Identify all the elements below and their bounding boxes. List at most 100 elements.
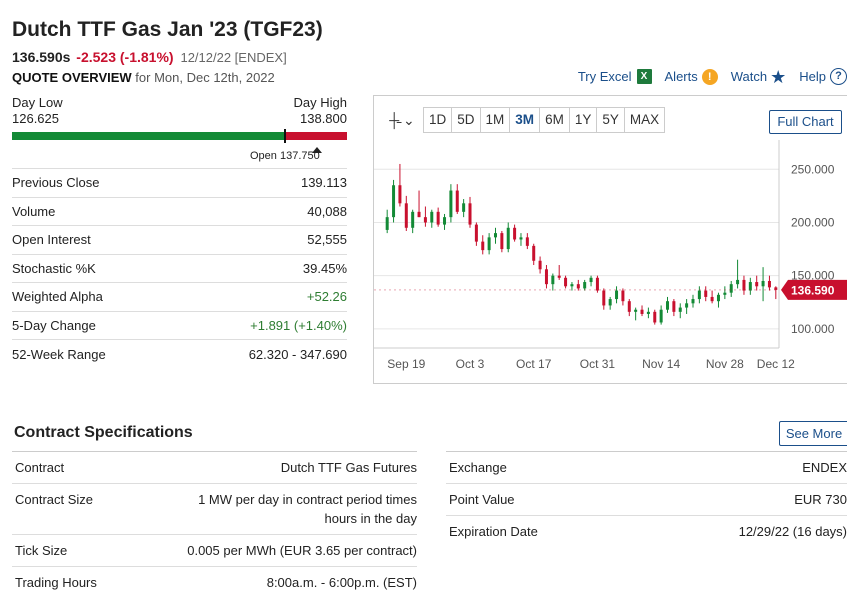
price-chart[interactable]: 250.000 200.000 150.000 100.000 Sep 19 Oct 3 O… [374,140,847,380]
candle [557,265,561,280]
day-range: Day Low Day High 126.625 138.800 Open 13… [12,95,347,162]
open-price-triangle-icon [312,147,322,153]
spec-label: Exchange [449,460,507,475]
stat-row: Weighted Alpha +52.26 [12,283,347,312]
candle-body [634,309,638,312]
stat-value: 39.45% [302,260,347,276]
candle-body [436,211,440,225]
help-link[interactable]: Help ? [799,68,847,85]
period-button-1d[interactable]: 1D [429,112,447,127]
candle-body [423,217,427,223]
candle-body [519,237,523,240]
x-tick-label: Oct 31 [580,357,616,371]
candle [646,307,650,319]
period-button-5y[interactable]: 5Y [596,108,624,132]
watch-link[interactable]: Watch ★ [731,68,787,86]
candle [615,286,619,304]
try-excel-link[interactable]: Try Excel X [578,69,652,84]
stat-label: Volume [12,203,56,219]
candle [417,190,421,218]
candle [506,222,510,253]
period-button-3m[interactable]: 3M [509,108,539,132]
candle [595,275,599,293]
candle-body [723,292,727,295]
candle [602,288,606,310]
stat-label: Previous Close [12,175,100,191]
candle [385,209,389,234]
stat-row: Stochastic %K 39.45% [12,255,347,283]
contract-specifications-title: Contract Specifications [14,424,193,441]
spec-label: Point Value [449,492,515,507]
candle [423,206,427,227]
candle-body [710,296,714,302]
day-low-label: Day Low [12,95,63,110]
y-tick-label: 150.000 [791,269,835,283]
x-tick-label: Oct 17 [516,357,552,371]
candle [436,207,440,227]
stat-row: Volume 40,088 [12,198,347,226]
stat-value: 40,088 [307,203,347,219]
candlestick-type-icon[interactable]: ┼̵ ⌄ [389,111,415,128]
overview-label: QUOTE OVERVIEW [12,70,132,85]
candle [716,292,720,308]
period-button-1y[interactable]: 1Y [568,108,597,132]
period-button-1m[interactable]: 1M [479,108,510,132]
period-button-5d[interactable]: 5D [451,108,479,132]
spec-value: 8:00a.m. - 6:00p.m. (EST) [266,575,417,590]
candle-body [666,301,670,310]
x-tick-label: Nov 14 [642,357,680,371]
candle [685,299,689,314]
quote-meta: 12/12/22 [ENDEX] [180,50,287,65]
stat-value: 139.113 [300,175,347,191]
candle-body [493,233,497,238]
see-more-button[interactable]: See More [779,421,847,446]
candle [449,184,453,223]
candle [551,273,555,291]
candle [493,227,497,244]
candle [723,286,727,300]
stat-value: +52.26 [306,289,347,305]
stat-label: Stochastic %K [12,260,96,276]
alerts-link[interactable]: Alerts ! [665,68,718,85]
spec-label: Trading Hours [15,575,97,590]
candle [398,163,402,207]
quote-stats-table: Previous Close 139.113 Volume 40,088 Open In… [12,168,347,369]
candle [392,179,396,223]
candle [729,280,733,297]
period-button-6m[interactable]: 6M [539,108,569,132]
candle [500,230,504,253]
period-button-max[interactable]: MAX [623,108,664,132]
chart-toolbar: ┼̵ ⌄ 1D 5D 1M 3M 6M 1Y 5Y MAX [387,107,666,133]
candle-body [462,203,466,212]
candle-body [506,227,510,250]
spec-row: Point Value EUR 730 [446,484,847,516]
candle-body [417,211,421,218]
spec-value: 1 MW per day in contract period times ho… [198,492,417,526]
spec-row: Expiration Date 12/29/22 (16 days) [446,516,847,547]
candle [411,209,415,234]
candle [519,233,523,246]
candle-body [468,203,472,225]
candle [634,307,638,321]
range-bar-last-marker [284,129,286,143]
candle [443,213,447,230]
candle-body [615,290,619,300]
x-tick-label: Oct 3 [456,357,485,371]
stat-value: 62.320 - 347.690 [248,346,347,362]
stat-value: +1.891 (+1.40%) [250,317,347,333]
candle [474,222,478,246]
spec-label: Contract Size [15,492,94,507]
candle [748,277,752,295]
quote-line: 136.590s -2.523 (-1.81%) 12/12/22 [ENDEX… [12,49,287,65]
stat-row: Open Interest 52,555 [12,226,347,255]
candle [525,233,529,250]
candle-body [767,280,771,288]
y-tick-label: 200.000 [791,215,835,229]
full-chart-button[interactable]: Full Chart [769,110,842,134]
candle-body [583,282,587,289]
candle [742,275,746,295]
stat-row: 5-Day Change +1.891 (+1.40%) [12,312,347,340]
stat-label: Open Interest [12,232,91,248]
period-selector: 1D 5D 1M 3M 6M 1Y 5Y MAX [423,107,666,133]
candle-body [532,245,536,261]
